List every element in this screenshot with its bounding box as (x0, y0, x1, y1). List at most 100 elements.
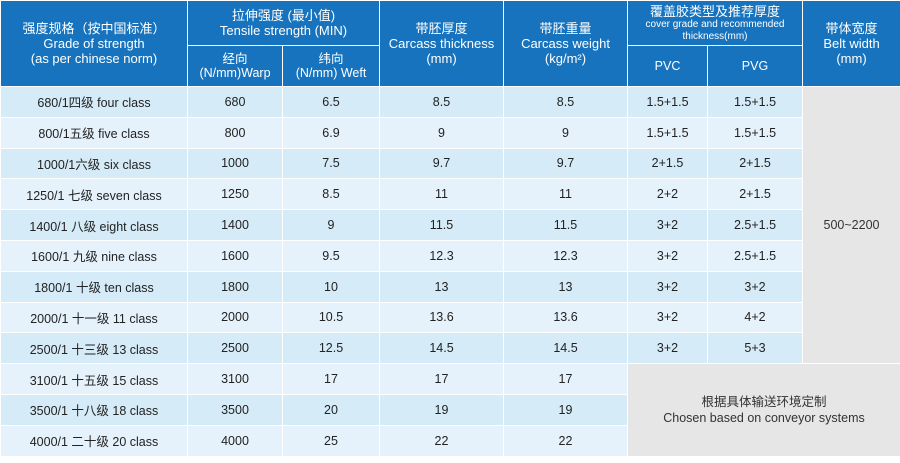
weft-cell: 6.9 (282, 116, 380, 149)
grade-cell: 680/1四级 four class (0, 86, 188, 118)
weft-cell: 20 (282, 393, 380, 426)
thickness-cell: 17 (379, 363, 504, 395)
thickness-cell: 19 (379, 393, 504, 426)
warp-cell: 1400 (187, 209, 283, 241)
weight-cell: 17 (503, 363, 628, 395)
weight-cell: 22 (503, 424, 628, 457)
table-row: 800/1五级 five class 800 6.9 9 9 1.5+1.5 1… (0, 116, 900, 149)
weft-cell: 6.5 (282, 86, 380, 118)
pvg-cell: 1.5+1.5 (706, 86, 804, 118)
table-row: 4000/1 二十级 20 class 4000 25 22 22 (0, 424, 900, 457)
weft-cell: 12.5 (282, 332, 380, 365)
table-row: 1400/1 八级 eight class 1400 9 11.5 11.5 3… (0, 209, 900, 241)
table-row: 3500/1 十八级 18 class 3500 20 19 19 (0, 393, 900, 426)
cover-header: 覆盖胶类型及推荐厚度 cover grade and recommended t… (626, 0, 804, 46)
pvg-header: PVG (706, 45, 804, 87)
weight-cell: 8.5 (503, 86, 628, 118)
warp-cell: 1800 (187, 270, 283, 303)
custom-note-cn: 根据具体输送环境定制 (701, 394, 827, 409)
weight-cell: 13.6 (503, 301, 628, 334)
table-row: 680/1四级 four class 680 6.5 8.5 8.5 1.5+1… (0, 85, 900, 365)
pvc-cell: 3+2 (627, 239, 708, 272)
weight-cell: 9.7 (503, 147, 628, 180)
pvc-cell: 2+1.5 (627, 147, 708, 180)
tensile-header: 拉伸强度 (最小值) Tensile strength (MIN) (187, 0, 380, 46)
grade-cell: 800/1五级 five class (0, 116, 188, 149)
header-row-2: 经向 (N/mm)Warp 纬向 (N/mm) Weft PVC PVG (1, 45, 900, 87)
weight-cell: 14.5 (503, 332, 628, 365)
warp-header: 经向 (N/mm)Warp (187, 45, 283, 87)
grade-cell: 2000/1 十一级 11 class (0, 301, 188, 334)
pvg-cell: 2+1.5 (706, 178, 804, 211)
belt-width-cell: 500~2200 (802, 85, 900, 365)
pvg-cell: 3+2 (706, 270, 804, 303)
custom-note-cell: 根据具体输送环境定制 Chosen based on conveyor syst… (626, 363, 900, 457)
pvg-cell: 1.5+1.5 (706, 116, 804, 149)
pvg-cell: 4+2 (706, 301, 804, 334)
warp-cell: 680 (187, 86, 283, 118)
grade-cell: 3500/1 十八级 18 class (0, 393, 188, 426)
thickness-cell: 11 (379, 178, 504, 211)
warp-cell: 3100 (187, 363, 283, 395)
warp-cell: 1600 (187, 239, 283, 272)
weft-cell: 10.5 (282, 301, 380, 334)
pvc-cell: 3+2 (627, 209, 708, 241)
warp-cell: 4000 (187, 424, 283, 457)
warp-cell: 3500 (187, 393, 283, 426)
grade-cell: 4000/1 二十级 20 class (0, 424, 188, 457)
weft-cell: 9.5 (282, 239, 380, 272)
thickness-cell: 9.7 (379, 147, 504, 180)
grade-header: 强度规格（按中国标准） Grade of strength (as per ch… (0, 0, 188, 87)
grade-cell: 1000/1六级 six class (0, 147, 188, 180)
thickness-cell: 13.6 (379, 301, 504, 334)
grade-cell: 1250/1 七级 seven class (0, 178, 188, 211)
pvc-header: PVC (627, 45, 708, 87)
thickness-cell: 9 (379, 116, 504, 149)
warp-cell: 2500 (187, 332, 283, 365)
thickness-header: 带胚厚度 Carcass thickness (mm) (379, 0, 504, 87)
pvc-cell: 3+2 (627, 270, 708, 303)
warp-cell: 1000 (187, 147, 283, 180)
table-row: 3100/1 十五级 15 class 3100 17 17 17 根据具体输送… (0, 363, 900, 457)
table-row: 2500/1 十三级 13 class 2500 12.5 14.5 14.5 … (0, 332, 900, 365)
custom-note-en: Chosen based on conveyor systems (663, 410, 865, 425)
grade-cell: 3100/1 十五级 15 class (0, 363, 188, 395)
pvg-cell: 5+3 (706, 332, 804, 365)
warp-cell: 1250 (187, 178, 283, 211)
weight-cell: 13 (503, 270, 628, 303)
pvc-cell: 3+2 (627, 332, 708, 365)
weight-cell: 12.3 (503, 239, 628, 272)
thickness-cell: 12.3 (379, 239, 504, 272)
warp-cell: 800 (187, 116, 283, 149)
thickness-cell: 22 (379, 424, 504, 457)
thickness-cell: 14.5 (379, 332, 504, 365)
grade-cell: 1800/1 十级 ten class (0, 270, 188, 303)
grade-cell: 2500/1 十三级 13 class (0, 332, 188, 365)
weight-cell: 11 (503, 178, 628, 211)
weft-cell: 7.5 (282, 147, 380, 180)
table-row: 1000/1六级 six class 1000 7.5 9.7 9.7 2+1.… (0, 147, 900, 180)
weft-cell: 17 (282, 363, 380, 395)
weight-cell: 11.5 (503, 209, 628, 241)
thickness-cell: 11.5 (379, 209, 504, 241)
pvg-cell: 2.5+1.5 (706, 239, 804, 272)
grade-cell: 1400/1 八级 eight class (0, 209, 188, 241)
table-row: 1250/1 七级 seven class 1250 8.5 11 11 2+2… (0, 178, 900, 211)
table-row: 1600/1 九级 nine class 1600 9.5 12.3 12.3 … (0, 239, 900, 272)
pvc-cell: 3+2 (627, 301, 708, 334)
width-header: 带体宽度 Belt width (mm) (802, 0, 900, 87)
weight-cell: 19 (503, 393, 628, 426)
table-row: 2000/1 十一级 11 class 2000 10.5 13.6 13.6 … (0, 301, 900, 334)
weft-header: 纬向 (N/mm) Weft (282, 45, 380, 87)
pvg-cell: 2.5+1.5 (706, 209, 804, 241)
grade-cell: 1600/1 九级 nine class (0, 239, 188, 272)
table-row: 1800/1 十级 ten class 1800 10 13 13 3+2 3+… (0, 270, 900, 303)
pvc-cell: 2+2 (627, 178, 708, 211)
pvg-cell: 2+1.5 (706, 147, 804, 180)
pvc-cell: 1.5+1.5 (627, 86, 708, 118)
header-row-1: 强度规格（按中国标准） Grade of strength (as per ch… (0, 0, 900, 87)
weft-cell: 25 (282, 424, 380, 457)
weft-cell: 9 (282, 209, 380, 241)
weft-cell: 8.5 (282, 178, 380, 211)
